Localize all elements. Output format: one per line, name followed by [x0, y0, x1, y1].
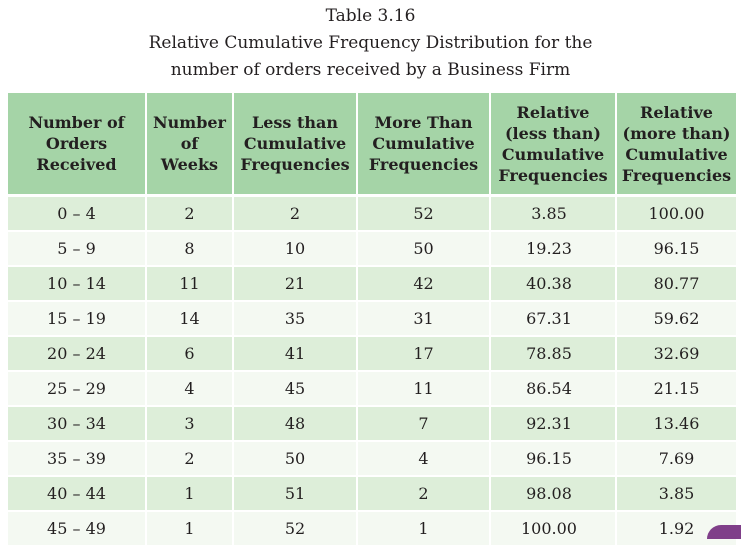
cell-weeks: 2	[145, 195, 234, 232]
page-corner-decoration	[707, 525, 741, 539]
cell-more-than-cf: 42	[356, 266, 491, 302]
cell-more-than-cf: 1	[356, 511, 491, 547]
cell-more-than-cf: 50	[356, 231, 491, 267]
cell-less-than-cf: 10	[232, 231, 358, 267]
cell-orders-received: 15 – 19	[6, 301, 147, 337]
cell-relative-more-than: 13.46	[615, 406, 738, 442]
cell-orders-received: 45 – 49	[6, 511, 147, 547]
cell-relative-less-than: 78.85	[489, 336, 617, 372]
table-row: 15 – 19 14 35 31 67.31 59.62	[6, 301, 738, 337]
cell-more-than-cf: 11	[356, 371, 491, 407]
cell-orders-received: 20 – 24	[6, 336, 147, 372]
cell-relative-less-than: 92.31	[489, 406, 617, 442]
cell-relative-less-than: 86.54	[489, 371, 617, 407]
cell-weeks: 3	[145, 406, 234, 442]
cell-more-than-cf: 31	[356, 301, 491, 337]
cell-relative-less-than: 40.38	[489, 266, 617, 302]
table-row: 35 – 39 2 50 4 96.15 7.69	[6, 441, 738, 477]
table-row: 0 – 4 2 2 52 3.85 100.00	[6, 195, 738, 232]
cell-less-than-cf: 41	[232, 336, 358, 372]
cell-orders-received: 0 – 4	[6, 195, 147, 232]
cell-relative-more-than: 7.69	[615, 441, 738, 477]
table-row: 45 – 49 1 52 1 100.00 1.92	[6, 511, 738, 547]
cell-orders-received: 40 – 44	[6, 476, 147, 512]
table-title-line-1: Relative Cumulative Frequency Distributi…	[148, 33, 593, 53]
cell-more-than-cf: 2	[356, 476, 491, 512]
table-number: Table 3.16	[325, 6, 416, 26]
cell-relative-more-than: 80.77	[615, 266, 738, 302]
header-more-than-cumulative: More Than Cumulative Frequencies	[356, 93, 491, 197]
cell-less-than-cf: 48	[232, 406, 358, 442]
cell-more-than-cf: 17	[356, 336, 491, 372]
header-relative-more-than: Relative (more than) Cumulative Frequenc…	[615, 93, 738, 197]
cell-less-than-cf: 50	[232, 441, 358, 477]
cell-weeks: 4	[145, 371, 234, 407]
cell-relative-less-than: 100.00	[489, 511, 617, 547]
table-row: 5 – 9 8 10 50 19.23 96.15	[6, 231, 738, 267]
header-orders-received: Number of Orders Received	[6, 93, 147, 197]
header-row: Number of Orders Received Number of Week…	[6, 93, 738, 197]
header-less-than-cumulative: Less than Cumulative Frequencies	[232, 93, 358, 197]
cell-more-than-cf: 7	[356, 406, 491, 442]
cell-relative-less-than: 19.23	[489, 231, 617, 267]
table-row: 25 – 29 4 45 11 86.54 21.15	[6, 371, 738, 407]
cell-relative-less-than: 67.31	[489, 301, 617, 337]
cell-more-than-cf: 52	[356, 195, 491, 232]
cell-weeks: 6	[145, 336, 234, 372]
cell-weeks: 2	[145, 441, 234, 477]
cell-less-than-cf: 52	[232, 511, 358, 547]
cell-relative-more-than: 32.69	[615, 336, 738, 372]
cell-relative-less-than: 98.08	[489, 476, 617, 512]
cell-weeks: 1	[145, 476, 234, 512]
cell-relative-more-than: 96.15	[615, 231, 738, 267]
cell-weeks: 1	[145, 511, 234, 547]
cell-orders-received: 5 – 9	[6, 231, 147, 267]
cell-relative-more-than: 3.85	[615, 476, 738, 512]
header-number-of-weeks: Number of Weeks	[145, 93, 234, 197]
cell-relative-more-than: 21.15	[615, 371, 738, 407]
cell-weeks: 8	[145, 231, 234, 267]
cell-more-than-cf: 4	[356, 441, 491, 477]
table-title-line-2: number of orders received by a Business …	[170, 60, 571, 80]
cell-weeks: 14	[145, 301, 234, 337]
header-relative-less-than: Relative (less than) Cumulative Frequenc…	[489, 93, 617, 197]
cell-relative-less-than: 96.15	[489, 441, 617, 477]
cell-less-than-cf: 51	[232, 476, 358, 512]
cell-less-than-cf: 21	[232, 266, 358, 302]
table-row: 20 – 24 6 41 17 78.85 32.69	[6, 336, 738, 372]
cell-less-than-cf: 35	[232, 301, 358, 337]
cell-relative-more-than: 59.62	[615, 301, 738, 337]
cell-orders-received: 25 – 29	[6, 371, 147, 407]
cell-less-than-cf: 2	[232, 195, 358, 232]
cell-orders-received: 35 – 39	[6, 441, 147, 477]
cell-orders-received: 10 – 14	[6, 266, 147, 302]
cell-relative-less-than: 3.85	[489, 195, 617, 232]
table-row: 40 – 44 1 51 2 98.08 3.85	[6, 476, 738, 512]
frequency-table: Number of Orders Received Number of Week…	[6, 93, 738, 547]
cell-orders-received: 30 – 34	[6, 406, 147, 442]
cell-less-than-cf: 45	[232, 371, 358, 407]
table-row: 10 – 14 11 21 42 40.38 80.77	[6, 266, 738, 302]
cell-weeks: 11	[145, 266, 234, 302]
table-row: 30 – 34 3 48 7 92.31 13.46	[6, 406, 738, 442]
cell-relative-more-than: 100.00	[615, 195, 738, 232]
